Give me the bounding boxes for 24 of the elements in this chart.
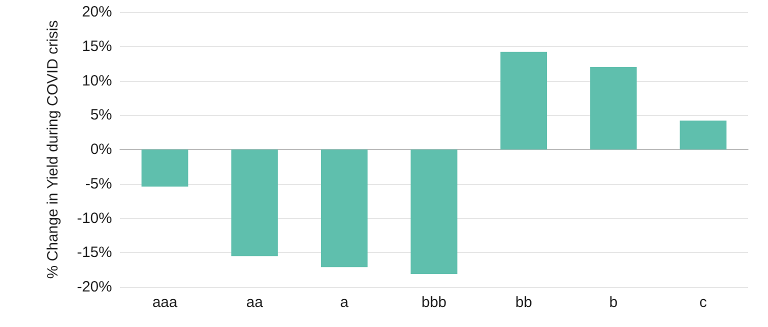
x-tick-label: bb [515, 294, 532, 311]
x-tick-label: b [609, 294, 618, 311]
y-axis-title: % Change in Yield during COVID crisis [44, 20, 62, 279]
x-tick-label: aaa [152, 294, 178, 311]
x-tick-label: a [340, 294, 350, 311]
bar [410, 150, 458, 274]
y-tick-label: -20% [76, 278, 112, 296]
bar [142, 150, 188, 187]
bar [500, 52, 548, 150]
y-tick-label: 20% [82, 4, 112, 20]
bar [680, 120, 726, 150]
y-tick-label: 0% [90, 141, 112, 158]
y-tick-label: 5% [90, 106, 112, 124]
bar [231, 150, 278, 256]
x-tick-label: c [699, 294, 708, 311]
bar [320, 150, 368, 268]
y-tick-label: -5% [85, 175, 112, 192]
y-tick-label: 15% [82, 38, 112, 55]
y-tick-label: -10% [76, 210, 112, 227]
x-tick-label: aa [246, 294, 264, 311]
bar [590, 67, 637, 150]
y-tick-label: 10% [82, 72, 112, 90]
y-tick-label: -15% [76, 244, 112, 262]
x-tick-label: bbb [421, 294, 447, 311]
